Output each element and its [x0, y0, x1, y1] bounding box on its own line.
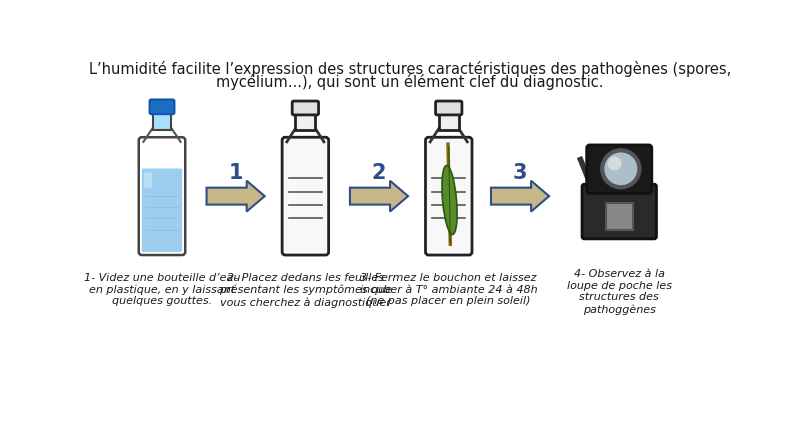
- Polygon shape: [491, 181, 549, 212]
- Polygon shape: [350, 181, 408, 212]
- Text: 3- Fermez le bouchon et laissez
incuber à T° ambiante 24 à 48h
(ne pas placer en: 3- Fermez le bouchon et laissez incuber …: [360, 273, 538, 306]
- FancyBboxPatch shape: [586, 145, 652, 194]
- Text: 2- Placez dedans les feuilles
présentant les symptômes que
vous cherchez à diagn: 2- Placez dedans les feuilles présentant…: [219, 273, 392, 307]
- Ellipse shape: [442, 165, 457, 235]
- FancyBboxPatch shape: [282, 137, 329, 255]
- Bar: [153, 112, 171, 130]
- Text: 4- Observez à la
loupe de poche les
structures des
pathoggènes: 4- Observez à la loupe de poche les stru…: [566, 269, 672, 315]
- Text: 1- Videz une bouteille d’eau
en plastique, en y laissant
quelques gouttes.: 1- Videz une bouteille d’eau en plastiqu…: [84, 273, 240, 306]
- Circle shape: [608, 157, 622, 170]
- Polygon shape: [206, 181, 265, 212]
- Bar: [295, 113, 315, 130]
- Circle shape: [602, 150, 639, 187]
- FancyBboxPatch shape: [426, 137, 472, 255]
- Text: 2: 2: [372, 163, 386, 183]
- FancyBboxPatch shape: [142, 168, 182, 252]
- FancyBboxPatch shape: [435, 101, 462, 115]
- FancyBboxPatch shape: [150, 100, 174, 114]
- Text: 1: 1: [228, 163, 243, 183]
- Bar: [438, 113, 459, 130]
- FancyBboxPatch shape: [582, 184, 657, 239]
- Text: L’humidité facilite l’expression des structures caractéristiques des pathogènes : L’humidité facilite l’expression des str…: [89, 61, 731, 77]
- FancyBboxPatch shape: [292, 101, 318, 115]
- Text: mycélium...), qui sont un élément clef du diagnostic.: mycélium...), qui sont un élément clef d…: [216, 74, 604, 90]
- Text: 3: 3: [513, 163, 527, 183]
- FancyBboxPatch shape: [144, 172, 152, 188]
- Bar: [606, 203, 633, 230]
